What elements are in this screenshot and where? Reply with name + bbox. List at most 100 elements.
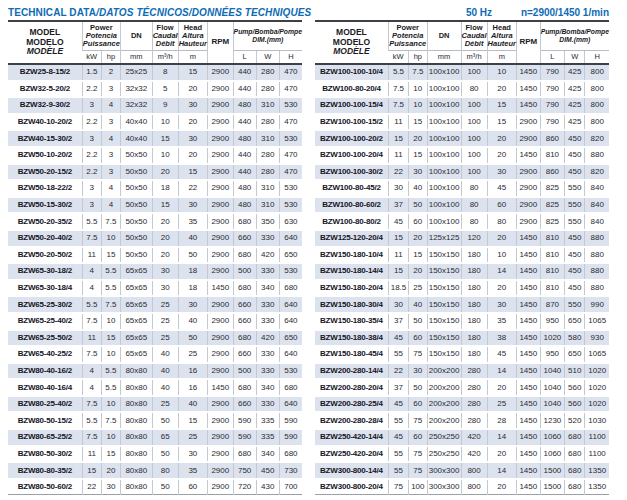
value-cell: 450 xyxy=(256,462,279,479)
table-row: BZW80-40-16/245.580x8040162900500330530 xyxy=(8,363,302,380)
model-cell: BZW200-280-28/4 xyxy=(315,412,388,429)
model-cell: BZW100-100-20/2 xyxy=(315,130,388,147)
value-cell: 30 xyxy=(487,296,516,313)
value-cell: 40 xyxy=(152,379,178,396)
value-cell: 60 xyxy=(409,429,427,446)
value-cell: 15 xyxy=(152,197,178,214)
value-cell: 425 xyxy=(565,114,585,131)
value-cell: 25 xyxy=(409,280,427,297)
value-cell: 15 xyxy=(487,114,516,131)
value-cell: 950 xyxy=(540,313,565,330)
value-cell: 4 xyxy=(101,97,120,114)
table-row: BZW150-180-35/43750150x15018035145095065… xyxy=(315,313,609,330)
value-cell: 800 xyxy=(585,114,609,131)
value-cell: 510 xyxy=(565,363,585,380)
value-cell: 150x150 xyxy=(427,330,461,347)
value-cell: 7.5 xyxy=(101,213,120,230)
value-cell: 550 xyxy=(565,197,585,214)
table-row: BZW65-30-18/445.565x6530181450680340680 xyxy=(8,280,302,297)
value-cell: 425 xyxy=(565,81,585,98)
page-title-en: TECHNICAL DATA xyxy=(8,7,96,18)
table-row: BZW80-50-30/2111580x8050302900680340680 xyxy=(8,446,302,463)
column-header-power: Power Potencia Puissance xyxy=(82,21,120,51)
table-row: BZW100-100-15/21115100x10010015290079042… xyxy=(315,114,609,131)
table-row: BZW200-280-20/43750200x20028020145010405… xyxy=(315,379,609,396)
value-cell: 1450 xyxy=(516,280,540,297)
value-cell: 80x80 xyxy=(120,396,152,413)
value-cell: 55 xyxy=(388,346,408,363)
value-cell: 15 xyxy=(101,330,120,347)
table-row: BZW100-80-45/23040100x100804529008255508… xyxy=(315,180,609,197)
value-cell: 2900 xyxy=(208,81,234,98)
value-cell: 4 xyxy=(101,180,120,197)
value-cell: 100x100 xyxy=(427,64,461,81)
value-cell: 20 xyxy=(178,81,207,98)
value-cell: 4 xyxy=(101,197,120,214)
value-cell: 2900 xyxy=(208,412,234,429)
value-cell: 100 xyxy=(461,130,487,147)
value-cell: 22 xyxy=(82,479,101,495)
value-cell: 825 xyxy=(540,213,565,230)
table-row: BZW50-20-15/22.2350x5020152900440280470 xyxy=(8,164,302,181)
value-cell: 2900 xyxy=(208,363,234,380)
value-cell: 200x200 xyxy=(427,412,461,429)
value-cell: 990 xyxy=(585,296,609,313)
speed-label: n=2900/1450 1/min xyxy=(521,7,609,18)
value-cell: 800 xyxy=(585,81,609,98)
value-cell: 680 xyxy=(279,280,302,297)
value-cell: 11 xyxy=(388,247,408,264)
model-cell: BZW100-100-15/2 xyxy=(315,114,388,131)
value-cell: 65x65 xyxy=(120,296,152,313)
value-cell: 30 xyxy=(178,296,207,313)
value-cell: 680 xyxy=(565,479,585,495)
value-cell: 1020 xyxy=(585,363,609,380)
value-cell: 950 xyxy=(540,346,565,363)
value-cell: 800 xyxy=(585,97,609,114)
model-cell: BZW100-100-30/2 xyxy=(315,164,388,181)
value-cell: 100x100 xyxy=(427,197,461,214)
value-cell: 550 xyxy=(565,296,585,313)
model-cell: BZW50-20-35/2 xyxy=(8,213,82,230)
value-cell: 20 xyxy=(178,147,207,164)
table-row: BZW25-8-15/21.5225x258152900440280470 xyxy=(8,64,302,81)
value-cell: 18 xyxy=(152,180,178,197)
value-cell: 280 xyxy=(256,147,279,164)
value-cell: 280 xyxy=(461,396,487,413)
value-cell: 5.5 xyxy=(82,213,101,230)
model-cell: BZW50-20-15/2 xyxy=(8,164,82,181)
model-cell: BZW50-20-40/2 xyxy=(8,230,82,247)
value-cell: 80x80 xyxy=(120,363,152,380)
value-cell: 425 xyxy=(565,64,585,81)
value-cell: 1040 xyxy=(540,363,565,380)
table-row: BZW80-50-15/25.57.580x805015290059033559… xyxy=(8,412,302,429)
value-cell: 660 xyxy=(233,346,256,363)
value-cell: 25 xyxy=(178,429,207,446)
value-cell: 10 xyxy=(101,230,120,247)
value-cell: 250x250 xyxy=(427,429,461,446)
value-cell: 15 xyxy=(178,164,207,181)
value-cell: 80x80 xyxy=(120,479,152,495)
value-cell: 3 xyxy=(82,180,101,197)
value-cell: 80 xyxy=(461,197,487,214)
value-cell: 80 xyxy=(487,213,516,230)
value-cell: 80 xyxy=(461,213,487,230)
table-row: BZW100-100-20/41115100x10010020145081045… xyxy=(315,147,609,164)
value-cell: 450 xyxy=(565,147,585,164)
unit-flow: m³/h xyxy=(461,51,487,65)
value-cell: 10 xyxy=(487,64,516,81)
value-cell: 680 xyxy=(565,429,585,446)
value-cell: 1065 xyxy=(585,346,609,363)
value-cell: 100x100 xyxy=(427,180,461,197)
value-cell: 55 xyxy=(388,412,408,429)
value-cell: 300x300 xyxy=(427,479,461,495)
unit-hp: hp xyxy=(409,51,427,65)
value-cell: 2900 xyxy=(208,446,234,463)
value-cell: 4 xyxy=(101,130,120,147)
value-cell: 1450 xyxy=(516,230,540,247)
value-cell: 880 xyxy=(585,247,609,264)
value-cell: 880 xyxy=(585,230,609,247)
value-cell: 560 xyxy=(565,396,585,413)
value-cell: 1450 xyxy=(516,462,540,479)
value-cell: 580 xyxy=(565,330,585,347)
value-cell: 470 xyxy=(279,114,302,131)
